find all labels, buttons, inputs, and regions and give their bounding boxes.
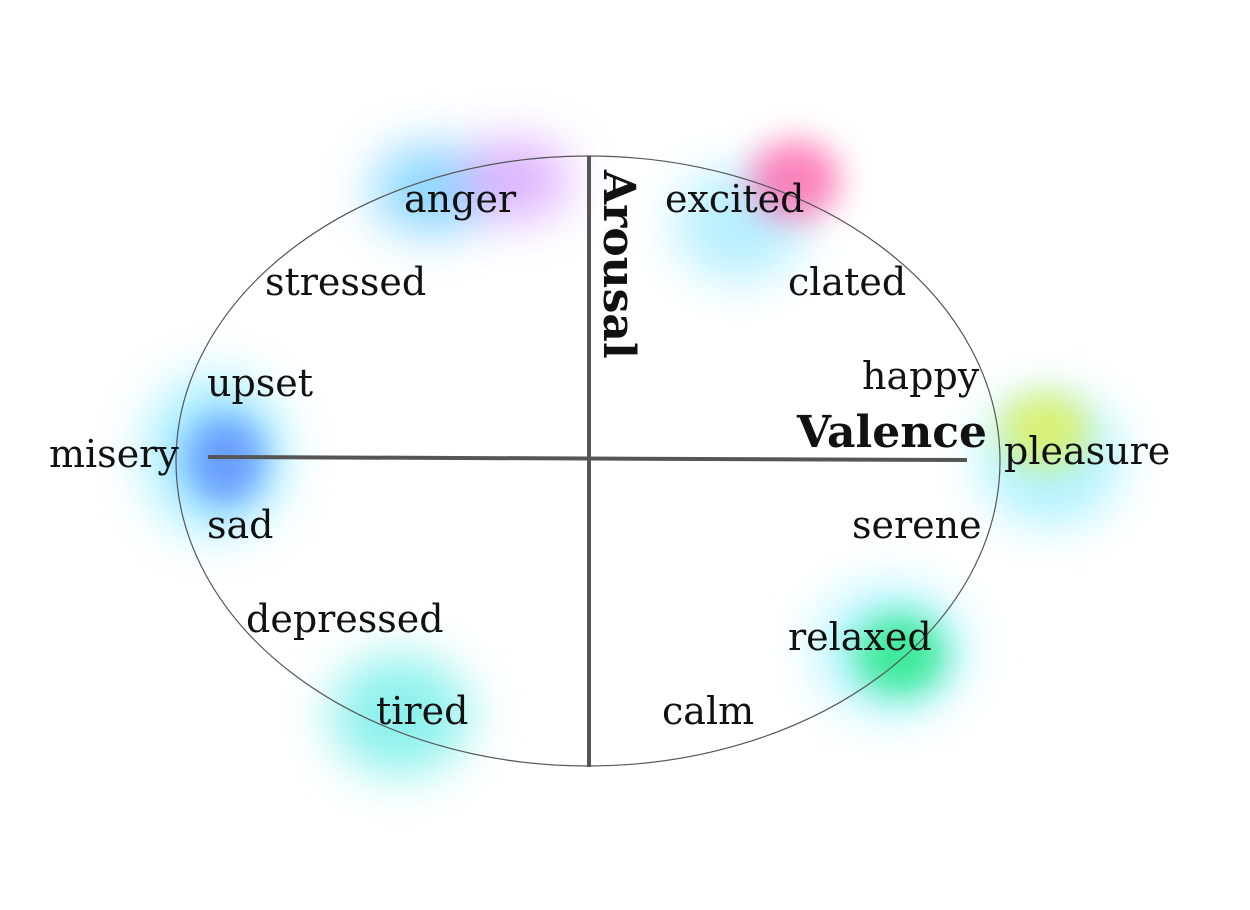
relaxed-glow: [815, 585, 965, 715]
emotion-stressed: stressed: [265, 260, 426, 304]
pleasure-glow-a: [1000, 392, 1090, 468]
excited-glow-a: [750, 140, 840, 220]
emotion-happy: happy: [862, 354, 980, 398]
tired-glow-a: [330, 655, 470, 775]
anger-glow-a: [372, 145, 488, 235]
emotion-anger: anger: [404, 177, 517, 221]
emotion-pleasure: pleasure: [1004, 429, 1170, 473]
emotion-serene: serene: [852, 503, 982, 547]
valence-axis: [207, 455, 968, 462]
arousal-axis-title: Arousal: [593, 169, 644, 359]
emotion-calm: calm: [662, 689, 754, 733]
excited-glow: [675, 140, 840, 280]
anger-glow: [372, 140, 570, 235]
emotion-upset: upset: [207, 361, 313, 405]
color-glows: [145, 140, 1120, 775]
tired-glow: [330, 655, 470, 775]
anger-glow-b: [460, 140, 570, 220]
emotion-misery: misery: [49, 432, 179, 476]
emotion-labels: anger excited stressed clated happy upse…: [49, 177, 1170, 733]
emotion-tired: tired: [376, 689, 468, 733]
pleasure-glow: [980, 392, 1120, 525]
emotion-sad: sad: [207, 503, 273, 547]
relaxed-glow-a: [855, 615, 945, 695]
emotion-excited: excited: [665, 177, 804, 221]
valence-axis-title: Valence: [796, 407, 987, 458]
emotion-relaxed: relaxed: [788, 615, 932, 659]
emotion-depressed: depressed: [246, 597, 444, 641]
misery-glow: [145, 375, 285, 535]
misery-glow-a: [185, 415, 265, 505]
emotion-clated: clated: [788, 260, 906, 304]
